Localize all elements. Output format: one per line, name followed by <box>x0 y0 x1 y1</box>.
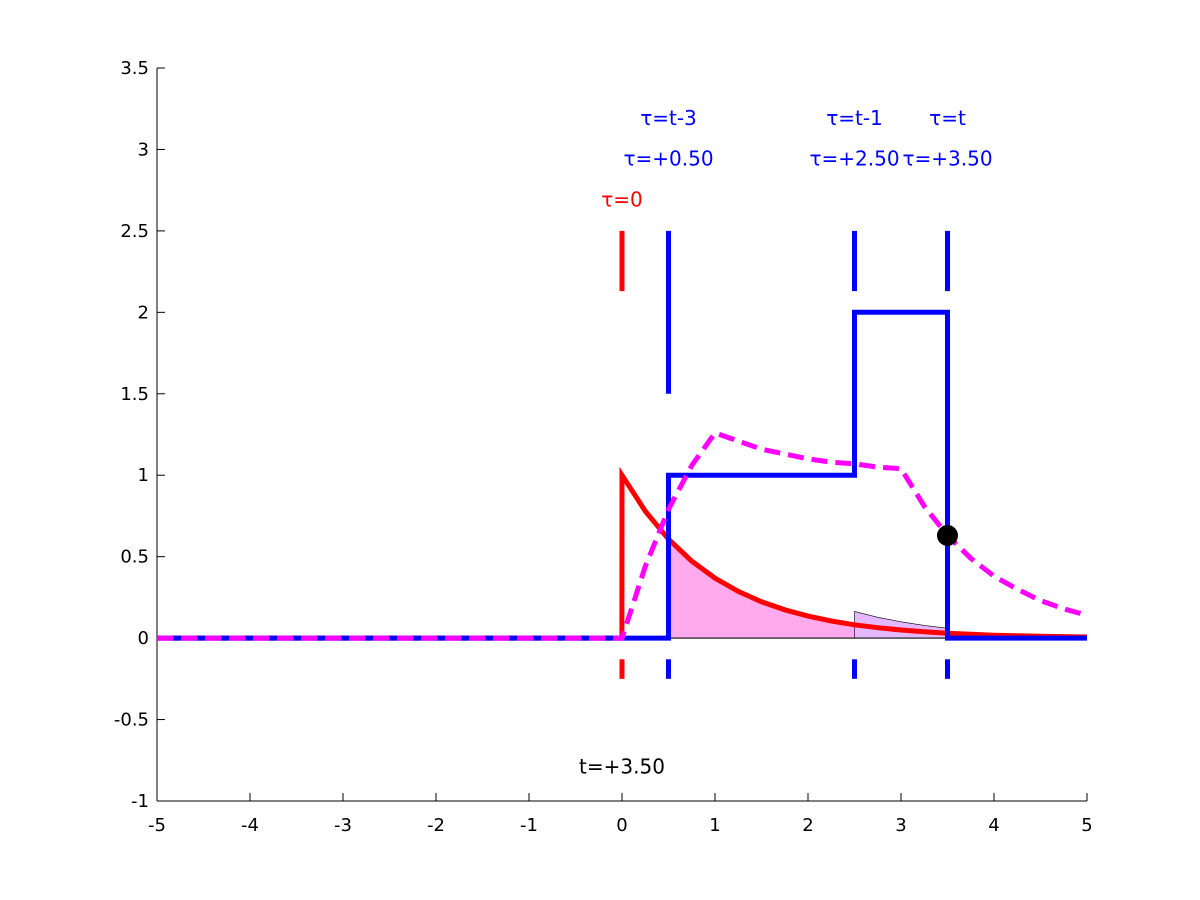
y-tick-label: 3.5 <box>120 58 149 79</box>
x-tick-label: -4 <box>241 815 259 836</box>
annotation-label: τ=t-3 <box>640 106 697 130</box>
series-line-2 <box>157 309 1087 641</box>
series-line-3 <box>157 429 1088 641</box>
x-tick-label: -1 <box>520 815 538 836</box>
y-tick-label: 1 <box>138 465 149 486</box>
highlight-points <box>937 524 958 546</box>
annotation-label: τ=+0.50 <box>623 147 713 171</box>
y-tick-label: 0 <box>138 628 149 649</box>
x-tick-label: 3 <box>895 815 906 836</box>
annotation-label: τ=+3.50 <box>902 147 992 171</box>
y-tick-label: 2 <box>138 302 149 323</box>
x-tick-label: 0 <box>616 815 627 836</box>
y-tick-label: 0.5 <box>120 547 149 568</box>
y-tick-label: 2.5 <box>120 221 149 242</box>
x-tick-label: 5 <box>1081 815 1092 836</box>
x-tick-label: -2 <box>427 815 445 836</box>
annotation-label: τ=t <box>929 106 966 130</box>
annotation-label: τ=0 <box>601 187 643 211</box>
annotation-label: τ=t-1 <box>826 106 883 130</box>
x-tick-label: -5 <box>148 815 166 836</box>
x-tick-label: 2 <box>802 815 813 836</box>
y-tick-label: 3 <box>138 139 149 160</box>
y-tick-label: -1 <box>131 791 149 812</box>
annotation-label: t=+3.50 <box>579 754 665 778</box>
tau-markers <box>619 230 950 679</box>
series-lines <box>157 309 1088 641</box>
y-tick-label: 1.5 <box>120 384 149 405</box>
x-tick-label: -3 <box>334 815 352 836</box>
current-point <box>937 524 958 546</box>
y-tick-label: -0.5 <box>114 710 149 731</box>
x-tick-label: 1 <box>709 815 720 836</box>
annotations: τ=0 τ=t-3 τ=+0.50 τ=t-1 τ=+2.50 τ=t τ=+3.50 t=+… <box>579 106 992 778</box>
x-tick-label: 4 <box>988 815 999 836</box>
axes: -5 -4 -3 -2 -1 0 1 2 3 4 5 -1 -0.5 0 0.5 1 1.5 2 2.5 3 3.5 <box>114 58 1093 836</box>
annotation-label: τ=+2.50 <box>809 147 899 171</box>
